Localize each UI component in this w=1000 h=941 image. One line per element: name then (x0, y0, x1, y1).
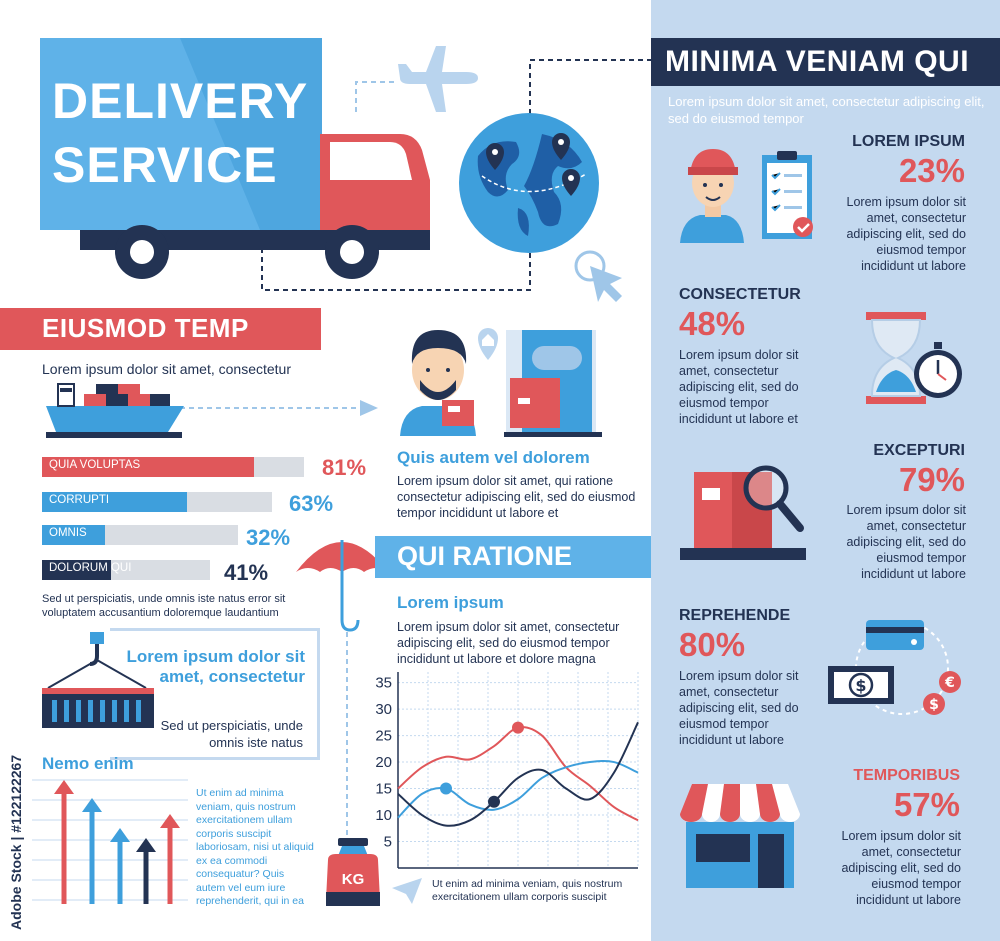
ratione-text: Lorem ipsum dolor sit amet, consectetur … (397, 620, 620, 666)
ratione-title-band (375, 536, 651, 578)
y-tick-label-5: 30 (375, 701, 392, 718)
bar-percent-3: 32% (246, 525, 291, 550)
series-marker-3 (488, 795, 500, 808)
stat-heading-1: LOREM IPSUM (852, 133, 965, 150)
stat-text-5: Lorem ipsum dolor sit amet, consectetur … (841, 829, 961, 907)
svg-text:$: $ (929, 697, 939, 713)
stock-watermark: Adobe Stock | #122122267 (8, 754, 24, 930)
globe-icon (459, 113, 599, 253)
stat-percent-3: 79% (898, 461, 965, 498)
hourglass-stopwatch-icon (866, 312, 962, 404)
bar-label-1: QUIA VOLUPTAS (49, 459, 141, 471)
quis-title: Quis autem vel dolorem (397, 448, 590, 467)
quis-text: Lorem ipsum dolor sit amet, qui ratione … (397, 474, 636, 520)
cursor-click-icon (574, 250, 622, 302)
route-lines-decoration (180, 59, 651, 416)
bar-percent-2: 63% (289, 491, 334, 516)
eiusmod-subtitle: Lorem ipsum dolor sit amet, consectetur (42, 361, 291, 377)
courier-icon (680, 149, 813, 243)
bar-fill-1 (42, 457, 255, 477)
stat-text-1: Lorem ipsum dolor sit amet, consectetur … (846, 195, 966, 273)
kg-weight-icon (326, 838, 380, 906)
stat-heading-5: TEMPORIBUS (853, 767, 960, 784)
bar-fill-2 (42, 492, 187, 512)
hero-title-line1: DELIVERY (52, 73, 309, 129)
y-tick-label-1: 10 (375, 807, 392, 824)
bar-label-4: DOLORUM QUI (49, 562, 132, 574)
bar-percent-4: 41% (224, 560, 269, 585)
panel-title: MINIMA VENIAM QUI (651, 38, 1000, 86)
stat-text-3: Lorem ipsum dolor sit amet, consectetur … (846, 503, 966, 581)
stat-percent-2: 48% (679, 305, 746, 342)
svg-text:€: € (944, 675, 955, 691)
airplane-icon (398, 46, 478, 112)
growth-arrows-chart (32, 779, 188, 904)
connector-dashed-line (346, 632, 348, 838)
courier-delivery-icon (400, 328, 602, 437)
panel-intro: Lorem ipsum dolor sit amet, consectetur … (668, 94, 985, 126)
crane-box-border (110, 628, 320, 760)
series-line-2 (397, 760, 639, 819)
y-tick-label-3: 20 (375, 754, 392, 771)
line-chart: 5 10 15 20 25 30 35 (375, 672, 639, 869)
paper-plane-icon (392, 878, 422, 904)
ratione-title: QUI RATIONE (397, 541, 572, 571)
y-tick-label-2: 15 (375, 781, 392, 798)
bar-label-3: OMNIS (49, 527, 87, 539)
y-tick-label-4: 25 (375, 728, 392, 745)
umbrella-icon (296, 540, 388, 632)
ratione-subtitle: Lorem ipsum (397, 593, 504, 612)
stat-heading-3: EXCEPTURI (873, 442, 965, 459)
series-marker-1 (512, 721, 524, 734)
eiusmod-note: Sed ut perspiciatis, unde omnis iste nat… (42, 593, 286, 619)
money-cycle-icon: $ € $ (828, 620, 961, 715)
bar-fill-3 (42, 525, 105, 545)
stat-percent-4: 80% (679, 626, 746, 663)
stat-heading-4: REPREHENDE (679, 607, 791, 624)
bar-track-2: CORRUPTI (42, 492, 272, 512)
svg-text:$: $ (855, 676, 866, 695)
nemo-title: Nemo enim (42, 754, 134, 773)
bar-track-3: OMNIS (42, 525, 238, 545)
y-tick-label-6: 35 (375, 675, 392, 692)
series-line-3 (397, 721, 639, 827)
delivery-truck-illustration (40, 38, 430, 279)
series-marker-2 (440, 782, 452, 795)
nemo-text: Ut enim ad minima veniam, quis nostrum e… (196, 787, 314, 907)
stat-text-4: Lorem ipsum dolor sit amet, consectetur … (679, 669, 799, 747)
stat-percent-5: 57% (893, 786, 960, 823)
bar-label-2: CORRUPTI (49, 494, 110, 506)
eiusmod-title: EIUSMOD TEMP (42, 313, 249, 343)
stat-heading-2: CONSECTETUR (679, 286, 801, 303)
bar-percent-1: 81% (322, 455, 367, 480)
stat-percent-1: 23% (898, 152, 965, 189)
crane-box-title: Lorem ipsum dolor sit amet, consectetur (126, 647, 305, 686)
shop-icon (680, 784, 800, 888)
y-tick-label-0: 5 (384, 834, 392, 851)
crane-container-icon (42, 632, 154, 728)
ratione-footnote: Ut enim ad minima veniam, quis nostrum e… (432, 878, 623, 903)
bar-track-4: DOLORUM QUI (42, 560, 210, 580)
cargo-ship-icon (46, 383, 184, 438)
package-magnifier-icon (680, 465, 806, 560)
stat-text-2: Lorem ipsum dolor sit amet, consectetur … (679, 348, 799, 426)
bar-fill-4 (42, 560, 111, 580)
bar-track-1: QUIA VOLUPTAS (42, 457, 304, 477)
eiusmod-title-band (0, 308, 321, 350)
hero-title-line2: SERVICE (52, 137, 278, 193)
crane-box-text: Sed ut perspiciatis, unde omnis iste nat… (160, 718, 303, 750)
kg-label: KG (341, 871, 365, 888)
